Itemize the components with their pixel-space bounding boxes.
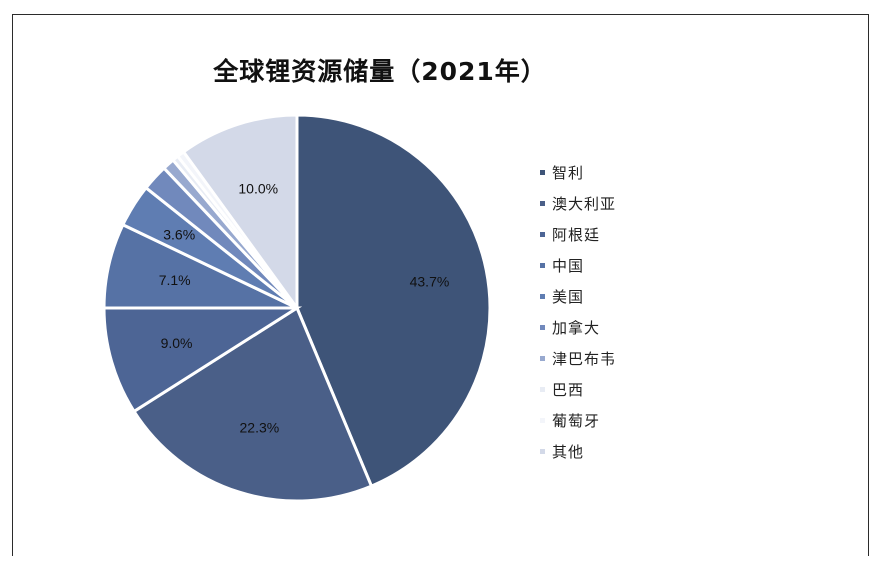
legend-swatch [540,449,545,454]
legend: 智利澳大利亚阿根廷中国美国加拿大津巴布韦巴西葡萄牙其他 [540,157,616,467]
legend-item-4: 中国 [540,250,616,281]
legend-item-6: 加拿大 [540,312,616,343]
legend-swatch [540,201,545,206]
legend-label: 澳大利亚 [552,195,617,213]
pie-slice-1 [295,113,492,489]
chart-title: 全球锂资源储量（2021年） [213,57,547,86]
legend-label: 阿根廷 [552,226,601,244]
legend-swatch [540,418,545,423]
legend-label: 中国 [552,257,585,275]
legend-item-10: 其他 [540,436,616,467]
chart-frame [12,14,869,556]
legend-swatch [540,356,545,361]
legend-swatch [540,294,545,299]
legend-item-2: 澳大利亚 [540,188,616,219]
slice-label-4: 7.1% [159,272,191,288]
legend-label: 津巴布韦 [552,350,617,368]
legend-item-5: 美国 [540,281,616,312]
legend-label: 加拿大 [552,319,601,337]
slice-label-5: 3.6% [163,226,195,242]
legend-label: 美国 [552,288,585,306]
pie-slice-2 [131,305,374,503]
legend-item-8: 巴西 [540,374,616,405]
legend-item-3: 阿根廷 [540,219,616,250]
legend-swatch [540,232,545,237]
legend-swatch [540,387,545,392]
legend-label: 巴西 [552,381,585,399]
legend-swatch [540,170,545,175]
legend-label: 智利 [552,164,585,182]
slice-label-3: 9.0% [161,335,193,351]
legend-label: 其他 [552,443,585,461]
legend-label: 葡萄牙 [552,412,601,430]
legend-item-7: 津巴布韦 [540,343,616,374]
legend-item-1: 智利 [540,157,616,188]
slice-label-1: 43.7% [410,273,450,289]
slice-label-2: 22.3% [240,420,280,436]
pie-slice-10 [181,113,299,313]
legend-swatch [540,325,545,330]
legend-swatch [540,263,545,268]
slice-label-10: 10.0% [238,181,278,197]
legend-item-9: 葡萄牙 [540,405,616,436]
pie-slice-3 [102,306,303,414]
